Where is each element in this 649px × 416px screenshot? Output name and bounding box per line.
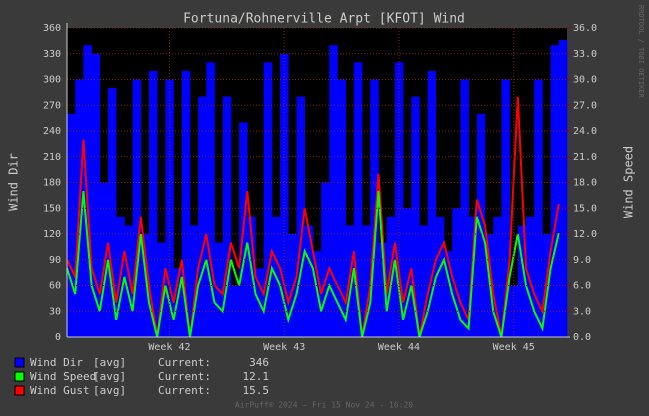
x-tick-label: Week 43	[263, 342, 305, 353]
dir-bar	[419, 225, 428, 337]
dir-bar	[157, 242, 166, 337]
dir-bar	[517, 225, 527, 337]
dir-bar	[206, 62, 215, 337]
y-tick-label: 150	[43, 203, 61, 214]
dir-bar	[403, 208, 412, 337]
legend-current: 346	[249, 356, 269, 369]
y2-tick-label: 12.0	[573, 229, 597, 240]
dir-bar	[263, 62, 273, 337]
dir-bar	[329, 45, 338, 338]
y2-tick-label: 21.0	[573, 152, 597, 163]
dir-bar	[362, 225, 371, 337]
footer: AirPuff® 2024 — Fri 15 Nov 24 - 16:20	[235, 401, 413, 410]
dir-bar	[181, 70, 191, 338]
legend-name: Wind Gust	[30, 384, 90, 397]
legend-stat: [avg]	[93, 370, 126, 383]
x-tick-label: Week 45	[493, 342, 535, 353]
y-tick-label: 210	[43, 152, 61, 163]
y-tick-label: 180	[43, 178, 61, 189]
dir-bar	[411, 96, 420, 338]
dir-bar	[222, 96, 232, 338]
y-tick-label: 330	[43, 49, 61, 60]
dir-bar	[550, 45, 560, 338]
y2-tick-label: 18.0	[573, 178, 597, 189]
y2-tick-label: 30.0	[573, 75, 597, 86]
dir-bar	[435, 216, 445, 337]
dir-bar	[558, 40, 568, 338]
y2-tick-label: 3.0	[573, 306, 591, 317]
y-axis-label: Wind Dir	[7, 153, 21, 211]
y-tick-label: 120	[43, 229, 61, 240]
dir-bar	[509, 285, 519, 337]
side-label: RRDTOOL / TOBI OETIKER	[637, 5, 645, 99]
dir-bar	[386, 216, 396, 337]
y2-tick-label: 36.0	[573, 23, 597, 34]
dir-bar	[67, 113, 76, 337]
legend-current-label: Current:	[158, 370, 211, 383]
legend-stat: [avg]	[93, 356, 126, 369]
dir-bar	[91, 53, 101, 337]
legend-stat: [avg]	[93, 384, 126, 397]
y2-tick-label: 24.0	[573, 126, 597, 137]
y-tick-label: 30	[49, 306, 61, 317]
legend-current-label: Current:	[158, 384, 211, 397]
dir-bar	[460, 79, 469, 337]
dir-bar	[370, 79, 379, 337]
y2-axis-label: Wind Speed	[622, 146, 636, 218]
y-tick-label: 0	[55, 332, 61, 343]
dir-bar	[493, 216, 502, 337]
dir-bar	[247, 216, 256, 337]
legend-name: Wind Dir	[30, 356, 83, 369]
dir-bar	[198, 96, 207, 338]
dir-bar	[476, 113, 486, 337]
y-tick-label: 300	[43, 75, 61, 86]
legend-swatch	[14, 357, 25, 368]
y2-tick-label: 9.0	[573, 255, 591, 266]
x-tick-label: Week 44	[378, 342, 420, 353]
y-tick-label: 270	[43, 100, 61, 111]
dir-bar	[124, 225, 133, 337]
dir-bar	[107, 88, 117, 337]
dir-bar	[99, 182, 109, 337]
dir-bar	[189, 225, 199, 337]
y-tick-label: 360	[43, 23, 61, 34]
series-line	[66, 191, 560, 338]
dir-bar	[444, 251, 453, 337]
legend-current: 12.1	[243, 370, 270, 383]
x-tick-label: Week 42	[148, 342, 190, 353]
y2-tick-label: 27.0	[573, 100, 597, 111]
y2-tick-label: 33.0	[573, 49, 597, 60]
legend-current-label: Current:	[158, 356, 211, 369]
dir-bar	[526, 216, 535, 337]
dir-bar	[148, 70, 158, 338]
y2-tick-label: 6.0	[573, 281, 591, 292]
legend-swatch	[14, 385, 25, 396]
dir-bar	[378, 242, 387, 337]
y-tick-label: 90	[49, 255, 61, 266]
legend-name: Wind Speed	[30, 370, 96, 383]
legend-swatch	[14, 371, 25, 382]
dir-bar	[337, 79, 346, 337]
dir-bar	[304, 225, 314, 337]
dir-bar	[427, 70, 437, 338]
y-tick-label: 240	[43, 126, 61, 137]
dir-bar	[280, 53, 289, 337]
y2-tick-label: 0.0	[573, 332, 591, 343]
dir-bar	[296, 96, 306, 338]
y-tick-label: 60	[49, 281, 61, 292]
y2-tick-label: 15.0	[573, 203, 597, 214]
legend-current: 15.5	[243, 384, 270, 397]
dir-bar	[353, 62, 363, 337]
chart-title: Fortuna/Rohnerville Arpt [KFOT] Wind	[183, 12, 465, 27]
dir-bar	[452, 208, 461, 337]
